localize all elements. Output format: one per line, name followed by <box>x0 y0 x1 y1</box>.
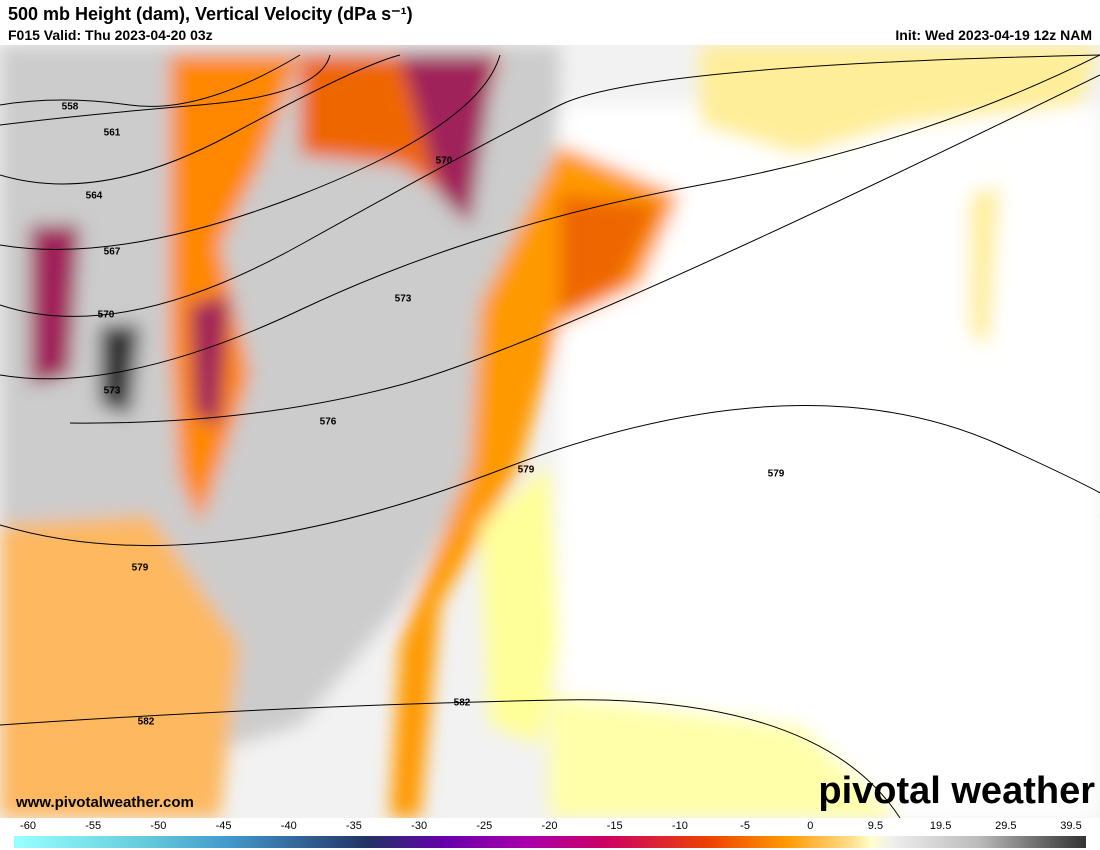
contour-label: 573 <box>104 386 121 397</box>
colorbar-tick-label: -45 <box>215 820 232 832</box>
height-contours <box>0 54 1100 818</box>
colorbar-tick-label: -50 <box>150 820 167 832</box>
contour-label: 582 <box>454 698 471 709</box>
contour-label: 558 <box>62 102 79 113</box>
colorbar-tick-label: 39.5 <box>1060 820 1082 832</box>
velocity-field <box>0 45 1100 818</box>
contour-label: 576 <box>320 417 337 428</box>
valid-time: F015 Valid: Thu 2023-04-20 03z <box>8 27 213 43</box>
colorbar-tick-label: 19.5 <box>929 820 952 832</box>
colorbar-tick-label: -35 <box>345 820 362 832</box>
contour-label: 579 <box>518 465 535 476</box>
colorbar-tick-label: 9.5 <box>867 820 884 832</box>
colorbar <box>14 836 1086 848</box>
colorbar-tick-label: -20 <box>541 820 558 832</box>
contour-label: 570 <box>436 156 453 167</box>
contour-label: 561 <box>104 128 121 139</box>
contour-label: 573 <box>395 294 412 305</box>
contour-label: 582 <box>138 717 155 728</box>
title: 500 mb Height (dam), Vertical Velocity (… <box>8 4 413 24</box>
colorbar-tick-label: -60 <box>20 820 36 832</box>
contour-label: 579 <box>768 469 785 480</box>
colorbar-tick-label: -15 <box>606 820 623 832</box>
colorbar-tick-label: -10 <box>671 820 688 832</box>
contour-label: 579 <box>132 563 149 574</box>
contour-label: 570 <box>98 310 115 321</box>
init-time: Init: Wed 2023-04-19 12z NAM <box>895 27 1092 43</box>
map: 558 561 564 567 570 573 570 573 576 579 … <box>0 45 1100 818</box>
colorbar-tick-label: 0 <box>807 820 814 832</box>
colorbar-tick-label: 29.5 <box>995 820 1017 832</box>
website: www.pivotalweather.com <box>15 794 194 811</box>
colorbar-tick-label: -30 <box>411 820 428 832</box>
contour-label: 567 <box>104 247 121 258</box>
colorbar-tick-label: -55 <box>85 820 102 832</box>
colorbar-tick-label: -5 <box>740 820 750 832</box>
colorbar-tick-label: -25 <box>476 820 493 832</box>
colorbar-tick-label: -40 <box>280 820 297 832</box>
logo: pivotal weather <box>818 770 1095 812</box>
contour-label: 564 <box>86 191 103 202</box>
